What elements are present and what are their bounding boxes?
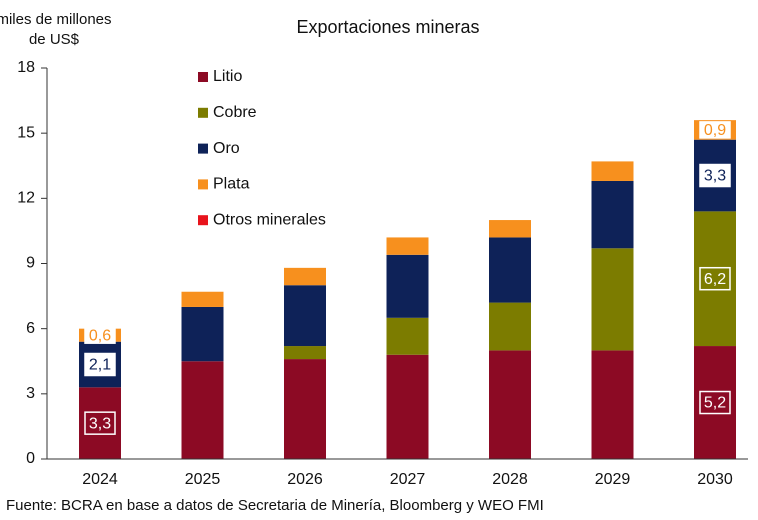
x-tick-label: 2024 [82, 471, 118, 488]
x-tick-label: 2025 [185, 471, 221, 488]
x-tick-label: 2027 [390, 471, 426, 488]
bar-segment [591, 248, 634, 351]
y-tick-label: 15 [17, 124, 35, 141]
bar-segment [489, 302, 531, 351]
bar-segment [591, 350, 634, 459]
bar-segment [489, 237, 531, 303]
bar-segment [284, 267, 326, 286]
bar-segment [181, 306, 224, 362]
bar-segment [489, 220, 531, 238]
y-tick-label: 0 [26, 450, 35, 467]
x-tick-label: 2029 [595, 471, 631, 488]
value-label: 3,3 [89, 415, 111, 432]
legend-swatch [198, 72, 208, 82]
y-tick-label: 12 [17, 190, 35, 207]
bar-segment [386, 254, 429, 318]
value-label-box [699, 266, 731, 291]
value-label: 2,1 [89, 357, 111, 374]
value-label: 3,3 [704, 168, 726, 185]
bar-segment [386, 237, 429, 255]
value-label: 5,2 [704, 395, 726, 412]
y-tick-label: 18 [17, 59, 35, 76]
value-label-box [84, 352, 116, 377]
legend-swatch [198, 179, 208, 190]
bar-segment [181, 361, 224, 459]
bar-segment [386, 317, 429, 355]
bar-segment [386, 354, 429, 459]
y-tick-label: 6 [26, 320, 35, 337]
value-label: 0,9 [704, 122, 726, 139]
legend-swatch [198, 143, 208, 154]
legend-swatch [198, 107, 208, 118]
legend-label: Oro [213, 140, 240, 157]
value-label-box [699, 390, 731, 415]
bar-segment [591, 180, 634, 249]
bar-segment [591, 161, 634, 181]
legend-label: Otros minerales [213, 211, 326, 228]
value-label: 0,6 [89, 327, 111, 344]
bar-segment [284, 285, 326, 347]
bar-segment [284, 359, 326, 459]
legend-label: Plata [213, 176, 250, 193]
source-note: Fuente: BCRA en base a datos de Secretar… [6, 497, 544, 514]
bar-segment [181, 291, 224, 307]
legend-label: Cobre [213, 104, 257, 121]
y-axis-label: de US$ [29, 31, 80, 48]
value-label: 6,2 [704, 271, 726, 288]
value-label-box [84, 411, 116, 435]
value-label-box [699, 121, 731, 139]
value-label-box [84, 326, 116, 344]
value-label-box [699, 163, 731, 188]
y-tick-label: 9 [26, 255, 35, 272]
bar-segment [284, 346, 326, 360]
legend-label: Litio [213, 68, 242, 85]
chart-title: Exportaciones mineras [296, 17, 479, 37]
y-axis-label: miles de millones [0, 11, 112, 28]
legend-swatch [198, 215, 208, 226]
bar-segment [489, 350, 531, 459]
x-tick-label: 2028 [492, 471, 528, 488]
y-tick-label: 3 [26, 385, 35, 402]
x-tick-label: 2026 [287, 471, 323, 488]
x-tick-label: 2030 [697, 471, 733, 488]
